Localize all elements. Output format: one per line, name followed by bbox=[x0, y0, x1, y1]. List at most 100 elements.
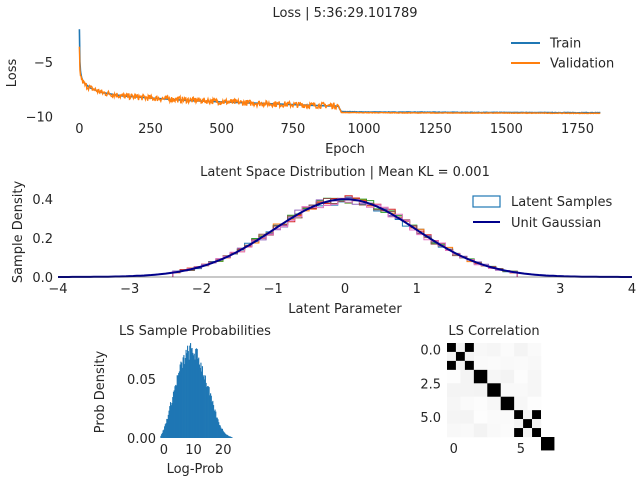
correlation-cell bbox=[460, 396, 475, 411]
correlation-cell bbox=[500, 410, 515, 424]
correlation-cell bbox=[460, 410, 475, 424]
latent-sample-histogram bbox=[172, 197, 518, 277]
correlation-block-cell bbox=[523, 419, 533, 429]
log-prob-bar bbox=[203, 375, 205, 438]
correlation-cell bbox=[487, 396, 502, 411]
correlation-diagonal-cell bbox=[487, 383, 501, 397]
log-prob-bar bbox=[181, 362, 183, 438]
loss-x-tick-label: 1500 bbox=[490, 122, 523, 137]
latent-legend: Latent Samples Unit Gaussian bbox=[472, 195, 613, 231]
loss-x-tick-label: 250 bbox=[138, 122, 163, 137]
log-prob-bar bbox=[221, 428, 223, 438]
correlation-block-cell bbox=[532, 410, 541, 420]
probabilities-x-tick-label: 10 bbox=[185, 443, 202, 458]
latent-y-tick-label: 0.2 bbox=[32, 232, 53, 247]
log-prob-bar bbox=[161, 434, 163, 438]
log-prob-bar bbox=[194, 359, 196, 438]
correlation-cell bbox=[447, 410, 461, 424]
log-prob-bar bbox=[185, 349, 187, 438]
log-prob-bar bbox=[231, 437, 233, 438]
log-prob-bar bbox=[211, 402, 213, 438]
log-prob-bar bbox=[161, 432, 163, 438]
log-prob-bar bbox=[172, 397, 174, 438]
correlation-block-cell bbox=[532, 428, 541, 437]
correlation-cell bbox=[460, 369, 475, 384]
loss-x-axis-label: Epoch bbox=[325, 142, 365, 157]
log-prob-bar bbox=[192, 355, 195, 438]
correlation-block-cell bbox=[455, 343, 465, 352]
latent-sample-histogram bbox=[172, 198, 518, 277]
log-prob-bar bbox=[183, 355, 185, 438]
log-prob-bar bbox=[180, 361, 182, 438]
correlation-cell bbox=[473, 423, 488, 438]
correlation-cell bbox=[447, 396, 461, 411]
correlation-cell bbox=[527, 356, 542, 371]
latent-x-tick-label: 3 bbox=[556, 282, 564, 297]
correlation-cell bbox=[460, 383, 475, 398]
log-prob-bar bbox=[216, 417, 218, 438]
log-prob-bar bbox=[175, 384, 177, 438]
log-prob-bar bbox=[213, 410, 215, 438]
loss-y-tick-label: −10 bbox=[26, 111, 53, 126]
correlation-chart-title: LS Correlation bbox=[448, 324, 539, 339]
correlation-cell bbox=[514, 343, 528, 357]
log-prob-bar bbox=[162, 430, 164, 438]
log-prob-bar bbox=[160, 435, 162, 438]
log-prob-bar bbox=[209, 395, 211, 438]
correlation-cell bbox=[487, 423, 502, 438]
log-prob-bar bbox=[167, 419, 169, 438]
probabilities-chart-title: LS Sample Probabilities bbox=[119, 324, 271, 339]
log-prob-bar bbox=[184, 364, 186, 438]
log-prob-bar bbox=[164, 424, 166, 438]
loss-chart-title: Loss | 5:36:29.101789 bbox=[272, 6, 417, 21]
correlation-x-tick-label: 5 bbox=[517, 442, 525, 457]
correlation-y-tick-label: 2.5 bbox=[420, 377, 441, 392]
log-prob-bar bbox=[224, 433, 226, 438]
correlation-cell bbox=[527, 383, 542, 398]
correlation-block-cell bbox=[464, 343, 474, 352]
loss-x-tick-label: 1000 bbox=[347, 122, 380, 137]
correlation-cell bbox=[527, 343, 542, 357]
correlation-x-tick-label: 0 bbox=[450, 442, 458, 457]
log-prob-bar bbox=[218, 422, 220, 438]
log-prob-bar bbox=[219, 425, 221, 438]
correlation-diagonal-cell bbox=[500, 396, 515, 411]
log-prob-bar bbox=[167, 414, 169, 438]
loss-y-tick-label: −5 bbox=[34, 56, 53, 71]
legend-label-latent-samples: Latent Samples bbox=[511, 195, 613, 210]
latent-y-tick-label: 0.4 bbox=[32, 193, 53, 208]
log-prob-bar bbox=[208, 387, 210, 438]
correlation-y-tick-label: 0.0 bbox=[420, 344, 441, 359]
correlation-block-cell bbox=[455, 360, 465, 370]
log-prob-bar bbox=[228, 436, 230, 438]
correlation-diagonal-cell bbox=[541, 437, 555, 451]
log-prob-bar bbox=[168, 410, 170, 438]
log-prob-bar bbox=[181, 367, 183, 438]
correlation-y-tick-label: 5.0 bbox=[420, 411, 441, 426]
log-prob-bar bbox=[207, 386, 209, 438]
latent-sample-histogram bbox=[172, 198, 518, 277]
log-prob-bar bbox=[196, 349, 198, 438]
latent-x-tick-label: 2 bbox=[484, 282, 492, 297]
correlation-cell bbox=[487, 369, 502, 384]
latent-x-tick-label: 4 bbox=[628, 282, 636, 297]
log-prob-bar bbox=[186, 353, 188, 438]
correlation-cell bbox=[527, 369, 542, 384]
correlation-diagonal-cell bbox=[473, 369, 488, 384]
log-prob-bar bbox=[188, 359, 190, 438]
correlation-cell bbox=[527, 396, 542, 411]
correlation-cell bbox=[460, 423, 475, 438]
legend-label-train: Train bbox=[549, 37, 581, 52]
log-prob-bar bbox=[172, 391, 175, 438]
probabilities-x-tick-label: 0 bbox=[160, 443, 168, 458]
log-prob-bar bbox=[218, 425, 221, 438]
log-prob-bar bbox=[201, 371, 203, 438]
correlation-block-cell bbox=[523, 428, 533, 437]
latent-sample-histogram bbox=[172, 196, 518, 277]
correlation-cell bbox=[447, 369, 461, 384]
log-prob-bar bbox=[206, 386, 208, 438]
log-prob-bar bbox=[163, 429, 165, 438]
log-prob-bar bbox=[176, 375, 178, 438]
correlation-heatmap: LS Correlation 0 5 0.0 2.5 5.0 bbox=[420, 324, 555, 457]
correlation-block-cell bbox=[447, 343, 456, 352]
